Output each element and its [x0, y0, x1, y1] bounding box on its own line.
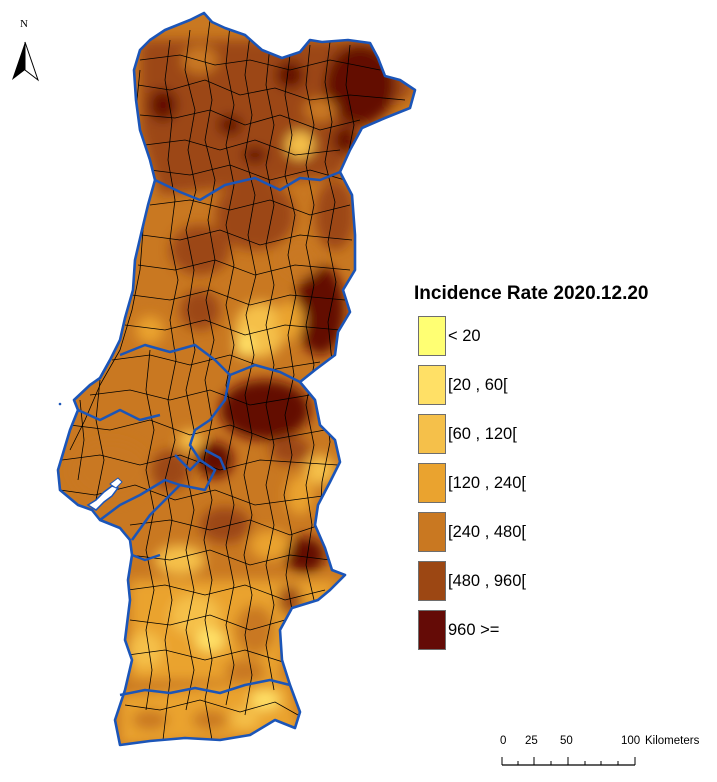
- scale-tick-label: 0: [500, 735, 507, 747]
- legend-label: [60 , 120[: [448, 425, 517, 443]
- legend-item: [120 , 240[: [414, 463, 648, 512]
- scale-tick-label: 100: [621, 735, 641, 747]
- legend-item: 960 >=: [414, 610, 648, 659]
- legend-swatch: [418, 610, 446, 650]
- legend-label: < 20: [448, 327, 481, 345]
- incidence-fill: [58, 13, 415, 745]
- legend-swatch: [418, 561, 446, 601]
- legend-item: [60 , 120[: [414, 414, 648, 463]
- legend-label: [480 , 960[: [448, 572, 526, 590]
- legend-swatch: [418, 365, 446, 405]
- legend-title: Incidence Rate 2020.12.20: [414, 283, 649, 304]
- municipality-boundaries: [59, 19, 406, 741]
- north-label: N: [20, 18, 28, 30]
- legend-swatch: [418, 463, 446, 503]
- legend-label: [20 , 60[: [448, 376, 508, 394]
- legend-swatch: [418, 316, 446, 356]
- region-boundaries: [77, 170, 341, 697]
- scale-bar-line: [501, 757, 636, 766]
- legend-label: [120 , 240[: [448, 474, 526, 492]
- legend-item: [480 , 960[: [414, 561, 648, 610]
- legend-item: < 20: [414, 316, 648, 365]
- legend-item: [20 , 60[: [414, 365, 648, 414]
- scale-bar: 0 25 50 100 Kilometers: [490, 735, 715, 775]
- tagus-estuary: [58, 402, 123, 511]
- legend-label: [240 , 480[: [448, 523, 526, 541]
- legend-item: [240 , 480[: [414, 512, 648, 561]
- legend-label: 960 >=: [448, 621, 500, 639]
- scale-tick-label: 50: [560, 735, 573, 747]
- scale-tick-label: 25: [525, 735, 538, 747]
- north-arrow-icon: [12, 41, 40, 82]
- legend-swatch: [418, 512, 446, 552]
- legend-swatch: [418, 414, 446, 454]
- scale-unit-label: Kilometers: [645, 735, 700, 747]
- legend: Incidence Rate 2020.12.20 < 20 [20 , 60[…: [414, 283, 648, 659]
